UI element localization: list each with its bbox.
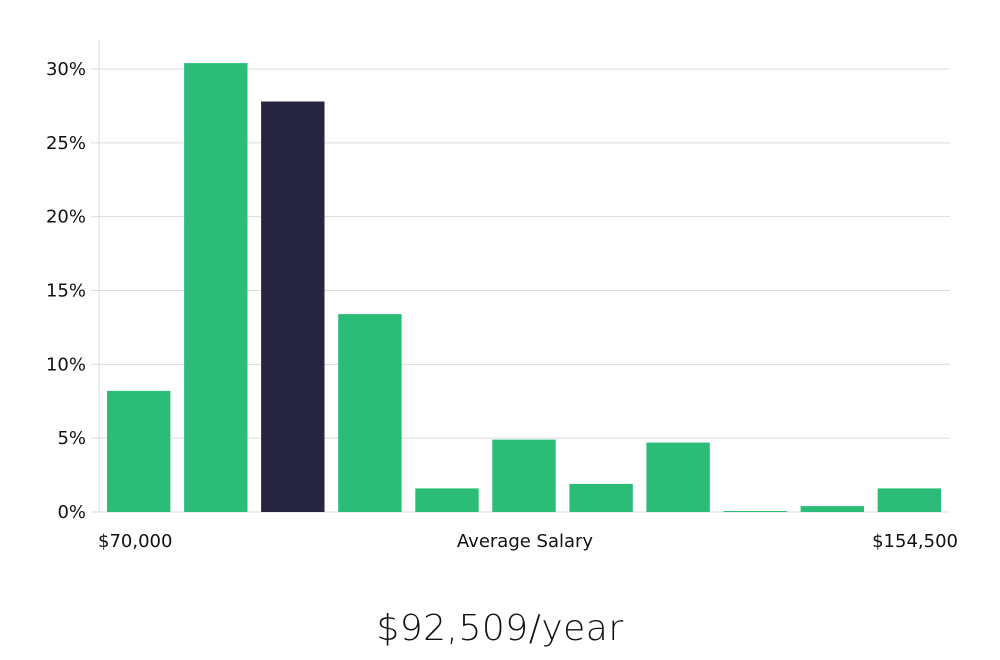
y-tick-label-30: 30% xyxy=(46,59,86,80)
bar-1 xyxy=(107,390,171,512)
bars xyxy=(107,63,941,512)
average-salary-value: $92,509/year xyxy=(376,608,624,649)
x-label-max: $154,500 xyxy=(872,531,958,552)
bar-8 xyxy=(646,442,710,512)
bar-11 xyxy=(877,488,941,512)
y-axis-ticks: 0% 5% 10% 15% 20% 25% 30% xyxy=(46,59,99,523)
y-tick-label-15: 15% xyxy=(46,281,86,302)
bar-7 xyxy=(569,483,633,512)
bar-highlighted-3 xyxy=(261,101,325,512)
x-axis-title: Average Salary xyxy=(457,531,594,552)
y-tick-label-20: 20% xyxy=(46,207,86,228)
y-tick-label-25: 25% xyxy=(46,133,86,154)
bar-5 xyxy=(415,488,479,512)
bar-6 xyxy=(492,439,556,512)
y-tick-label-10: 10% xyxy=(46,354,86,375)
y-tick-label-0: 0% xyxy=(57,502,86,523)
bar-10 xyxy=(800,506,864,512)
x-label-min: $70,000 xyxy=(98,531,172,552)
y-tick-label-5: 5% xyxy=(57,428,86,449)
bar-4 xyxy=(338,314,402,512)
bar-2 xyxy=(184,63,248,512)
bar-9 xyxy=(723,511,787,512)
